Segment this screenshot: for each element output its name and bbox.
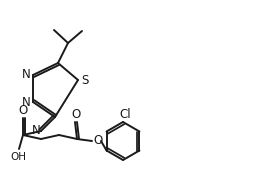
Text: OH: OH — [10, 152, 26, 162]
Text: O: O — [71, 108, 81, 121]
Text: N: N — [21, 68, 30, 80]
Text: O: O — [93, 135, 103, 148]
Text: O: O — [18, 104, 28, 117]
Text: Cl: Cl — [119, 107, 131, 121]
Text: N: N — [21, 96, 30, 110]
Text: S: S — [81, 74, 89, 86]
Text: N: N — [32, 124, 40, 136]
